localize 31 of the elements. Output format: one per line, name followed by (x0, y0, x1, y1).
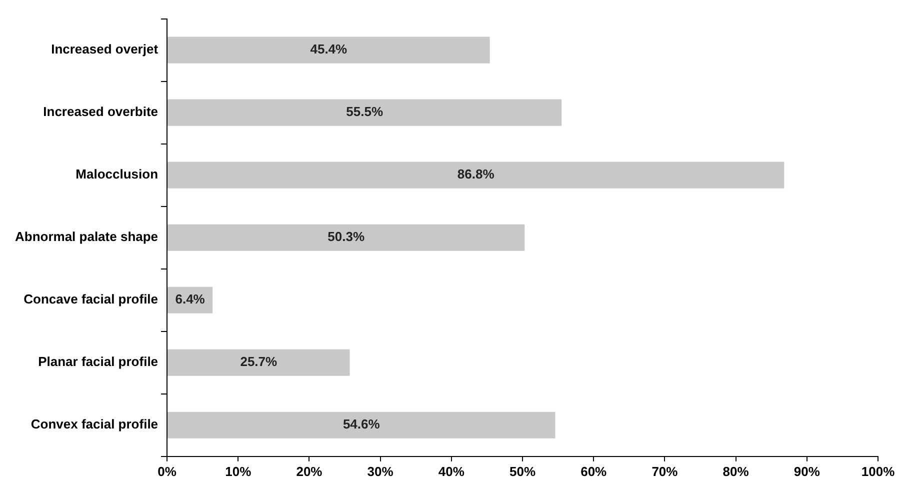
data-label: 45.4% (310, 42, 348, 57)
x-tick-label: 60% (580, 464, 608, 479)
data-label: 50.3% (328, 229, 365, 244)
y-tick-label: Malocclusion (76, 166, 158, 182)
y-tick-label: Increased overbite (43, 104, 158, 120)
y-tick-label: Increased overjet (51, 42, 159, 57)
bar (168, 349, 350, 376)
bar (168, 36, 490, 64)
data-label: 6.4% (175, 292, 206, 307)
x-tick-label: 70% (652, 464, 678, 479)
y-tick-label: Convex facial profile (30, 416, 158, 432)
data-label: 54.6% (342, 416, 380, 432)
bar (168, 224, 525, 251)
x-tick-label: 20% (296, 464, 323, 479)
y-tick-label: Planar facial profile (38, 354, 158, 370)
data-label: 25.7% (240, 354, 278, 370)
x-tick-label: 30% (367, 464, 394, 479)
x-tick-label: 0% (158, 464, 177, 479)
data-label: 86.8% (457, 166, 495, 182)
y-tick-label: Concave facial profile (24, 292, 158, 307)
x-tick-label: 50% (510, 464, 536, 479)
data-label: 55.5% (346, 104, 384, 120)
bar (168, 99, 562, 126)
bar (168, 412, 556, 438)
x-tick-label: 80% (722, 464, 750, 479)
y-tick-label: Abnormal palate shape (14, 229, 158, 244)
x-tick-label: 90% (794, 464, 820, 479)
bar (168, 162, 784, 188)
x-tick-label: 100% (861, 464, 896, 479)
x-tick-label: 10% (225, 464, 252, 479)
x-tick-label: 40% (438, 464, 465, 479)
